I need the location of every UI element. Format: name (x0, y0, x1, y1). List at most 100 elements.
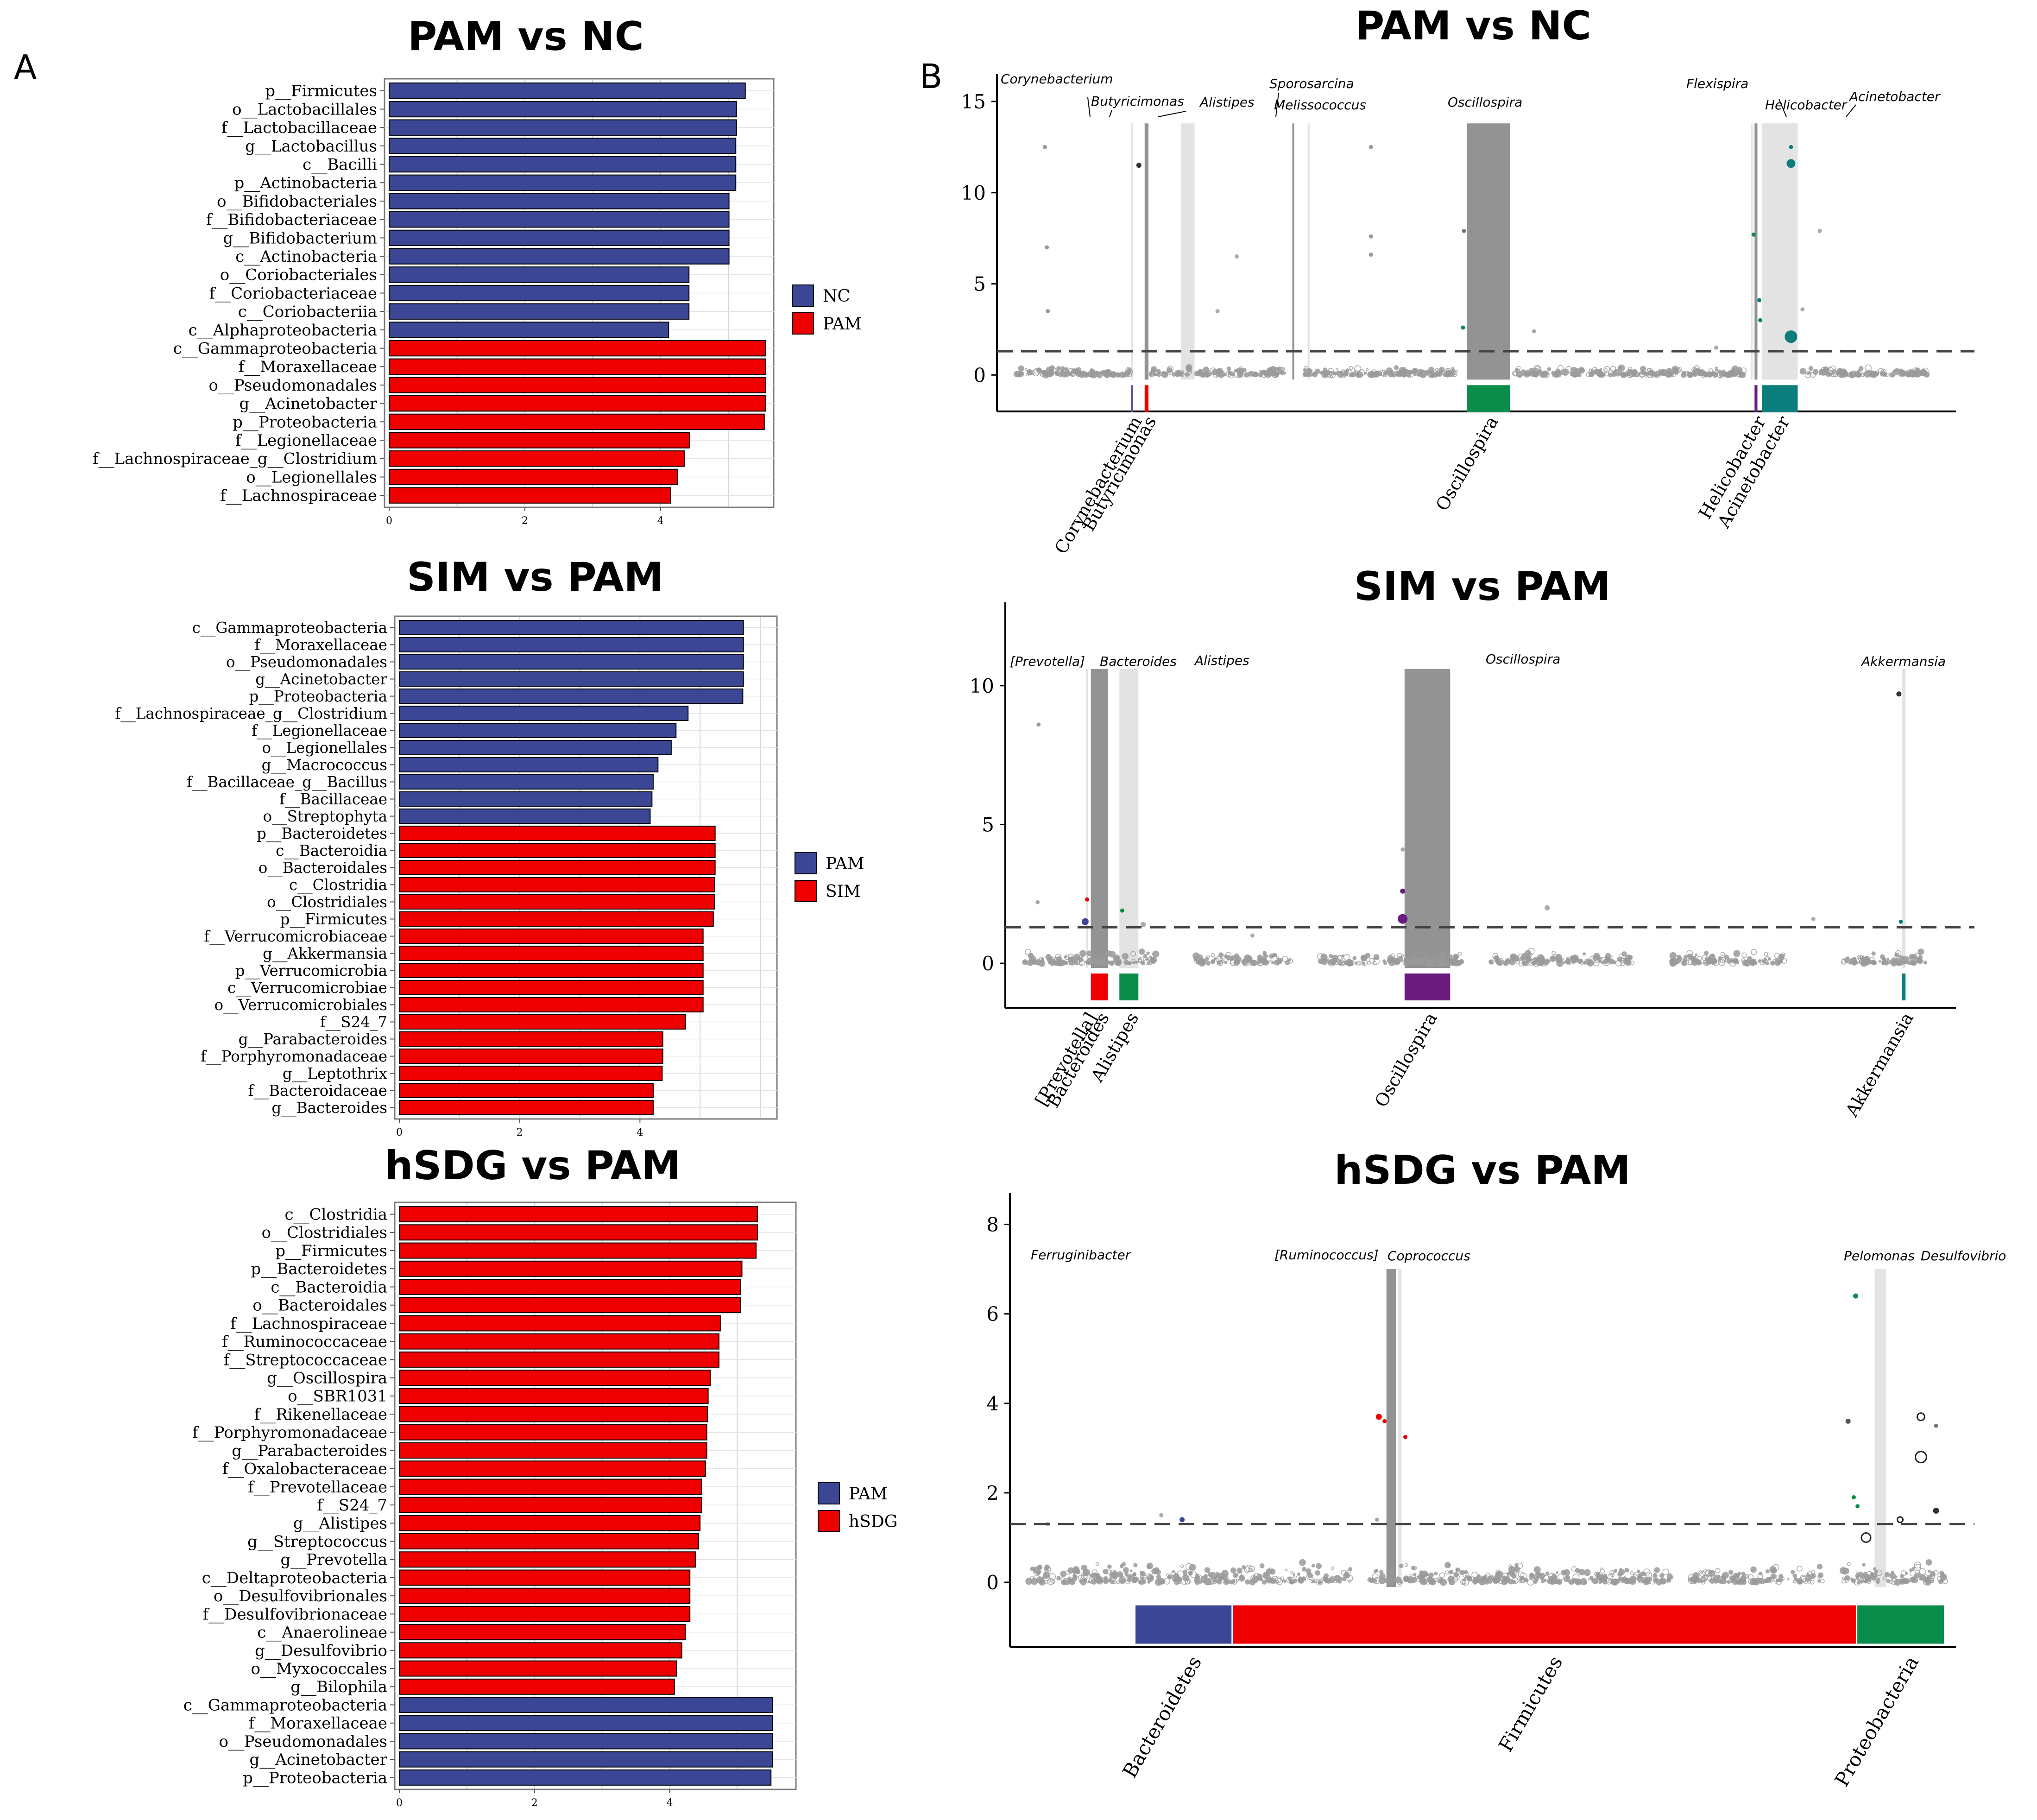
bar-p__Firmicutes (399, 1242, 757, 1259)
data-point (1235, 254, 1239, 259)
bar-f__Bacillaceae_g__Bacillus (399, 774, 654, 790)
baseline-point (1505, 958, 1511, 964)
baseline-point (1081, 1564, 1087, 1571)
baseline-point (1366, 368, 1369, 371)
baseline-point (1079, 1580, 1083, 1583)
baseline-point (1331, 959, 1335, 962)
bar-c__Deltaproteobacteria (399, 1569, 691, 1586)
baseline-point (1206, 954, 1210, 958)
baseline-point (1327, 372, 1331, 375)
category-label: g__Bacteroides (271, 1099, 387, 1117)
category-label: f__Bacillaceae (279, 790, 387, 808)
baseline-point (1550, 1576, 1553, 1580)
bar-f__Moraxellaceae (399, 637, 744, 653)
baseline-point (1264, 372, 1268, 377)
bar-p__Proteobacteria (389, 413, 765, 430)
category-label: c__Coriobacteriia (238, 303, 377, 321)
baseline-point (1608, 1580, 1612, 1583)
bar-g__Prevotella (399, 1551, 696, 1568)
baseline-point (1910, 955, 1916, 961)
baseline-point (1588, 1578, 1591, 1581)
baseline-point (1276, 956, 1279, 959)
baseline-point (1433, 955, 1437, 959)
baseline-point (1213, 957, 1217, 961)
baseline-point (1271, 961, 1274, 965)
baseline-point (1676, 961, 1679, 964)
bar-g__Acinetobacter (399, 1751, 773, 1768)
baseline-point (1266, 1568, 1272, 1575)
baseline-point (1154, 1579, 1162, 1586)
baseline-point (1787, 1578, 1790, 1581)
baseline-point (1629, 1578, 1636, 1585)
baseline-point (1750, 1566, 1757, 1573)
bar-c__Anaerolineae (399, 1624, 686, 1641)
baseline-point (1434, 1572, 1438, 1576)
baseline-point (1590, 369, 1596, 375)
bar-o__Lactobacillales (389, 101, 737, 118)
category-label: o__Clostridiales (262, 1224, 387, 1242)
baseline-point (1666, 1579, 1671, 1584)
baseline-point (1390, 957, 1393, 961)
baseline-point (1198, 369, 1202, 373)
baseline-point (1403, 1575, 1410, 1582)
category-label: p__Firmicutes (280, 910, 387, 928)
data-point (1845, 1418, 1851, 1424)
baseline-point (1216, 1574, 1220, 1578)
baseline-point (1067, 1576, 1072, 1581)
baseline-point (1588, 373, 1592, 376)
baseline-point (1539, 1573, 1545, 1580)
baseline-point (1142, 1577, 1146, 1580)
baseline-point (1129, 1569, 1133, 1573)
baseline-point (1298, 1577, 1303, 1582)
baseline-point (1703, 1575, 1708, 1580)
category-label: f__Oxalobacteraceae (222, 1460, 387, 1479)
baseline-point (1230, 1567, 1236, 1574)
baseline-point (1203, 367, 1209, 373)
baseline-point (1791, 1570, 1795, 1574)
baseline-point (1049, 1573, 1056, 1580)
baseline-point (1919, 1568, 1926, 1575)
bar-c__Coriobacteriia (389, 303, 690, 320)
bar-f__Porphyromonadaceae (399, 1048, 663, 1064)
baseline-point (1711, 954, 1715, 957)
category-label: f__Lachnospiraceae_g__Clostridium (93, 450, 377, 468)
baseline-point (1392, 373, 1396, 377)
baseline-point (1542, 371, 1547, 376)
category-label: g__Prevotella (281, 1551, 388, 1569)
taxon-label: [Ruminococcus] (1274, 1247, 1379, 1263)
category-label: o__Verrucomicrobiales (214, 996, 388, 1014)
category-label: f__Coriobacteriaceae (209, 284, 377, 303)
baseline-point (1421, 370, 1424, 373)
bar-f__Legionellaceae (399, 722, 677, 739)
baseline-point (1764, 952, 1768, 956)
baseline-point (1269, 954, 1274, 959)
bar-o__Bacteroidales (399, 859, 716, 876)
baseline-point (1492, 953, 1499, 959)
baseline-point (1155, 1569, 1161, 1575)
baseline-point (1884, 1572, 1890, 1578)
baseline-point (1035, 959, 1041, 965)
bar-f__S24_7 (399, 1497, 702, 1513)
baseline-point (1765, 1569, 1770, 1574)
category-label: o__Pseudomonadales (226, 653, 387, 671)
baseline-point (1063, 369, 1070, 377)
taxon-axis-label: Akkermansia (1841, 1009, 1917, 1121)
category-label: g__Leptothrix (283, 1065, 387, 1082)
category-label: c__Clostridia (289, 876, 387, 894)
category-label: p__Firmicutes (265, 82, 377, 101)
baseline-point (1742, 960, 1749, 967)
baseline-point (1642, 1577, 1647, 1582)
baseline-point (1466, 1575, 1473, 1582)
bar-c__Gammaproteobacteria (399, 1697, 773, 1713)
data-point (1036, 722, 1041, 727)
baseline-point (1109, 1572, 1116, 1579)
category-label: f__Moraxellaceae (239, 358, 377, 376)
y-tick-label: 15 (961, 90, 986, 113)
leader-line (1846, 104, 1856, 117)
baseline-point (1876, 1580, 1880, 1584)
baseline-point (1172, 1570, 1175, 1573)
baseline-point (1730, 372, 1735, 378)
bar-chart-2: SIM vs PAM c__Gammaproteobacteriaf__Morax… (115, 554, 864, 1138)
baseline-point (1648, 369, 1654, 375)
baseline-point (1304, 1578, 1306, 1581)
